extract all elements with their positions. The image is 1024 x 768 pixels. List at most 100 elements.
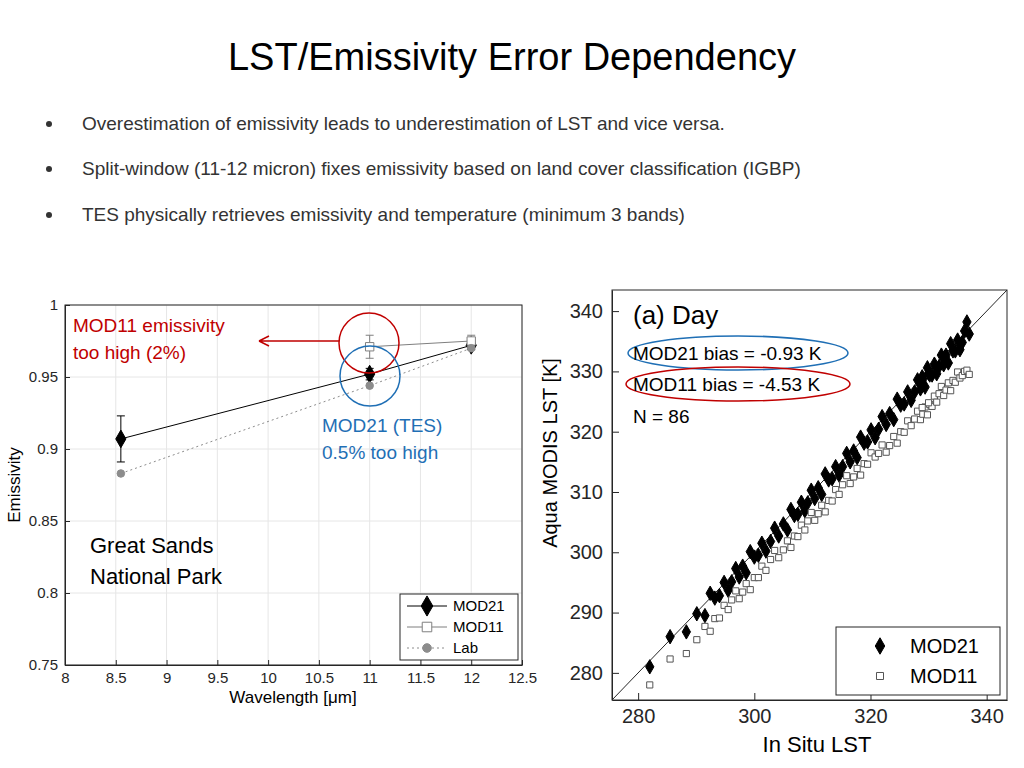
tick-label: 0.9 xyxy=(37,440,58,457)
marker xyxy=(805,518,811,524)
marker xyxy=(874,422,882,436)
marker xyxy=(948,388,954,394)
marker xyxy=(725,606,731,612)
tick-label: 9.5 xyxy=(207,669,228,686)
tick: 9.5 xyxy=(207,660,228,686)
marker xyxy=(891,433,897,439)
marker xyxy=(701,608,709,622)
marker xyxy=(763,567,769,573)
axis: 280290300310320330340 xyxy=(570,291,619,701)
series xyxy=(365,335,475,358)
marker xyxy=(733,588,739,594)
marker xyxy=(819,502,825,508)
tick: 10 xyxy=(260,660,277,686)
tick: 300 xyxy=(738,693,771,727)
marker xyxy=(918,370,926,384)
error-bar-cap xyxy=(366,335,374,336)
tick-label: 280 xyxy=(570,662,603,684)
marker xyxy=(795,534,801,540)
marker xyxy=(908,423,914,429)
tick: 320 xyxy=(570,421,619,443)
tick-mark xyxy=(420,660,421,665)
error-bar-cap xyxy=(117,461,125,462)
tick-mark xyxy=(268,660,269,665)
chart-title: (a) Day xyxy=(633,300,718,330)
error-bar-cap xyxy=(467,335,475,336)
marker xyxy=(966,371,972,377)
tick: 310 xyxy=(570,481,619,503)
bullet-dot xyxy=(46,121,52,127)
tick-mark xyxy=(65,665,70,666)
marker xyxy=(840,482,846,488)
error-bar-cap xyxy=(366,358,374,359)
tick: 320 xyxy=(854,693,887,727)
marker xyxy=(747,587,753,593)
one-to-one-line xyxy=(612,290,1007,700)
tick: 8.5 xyxy=(106,660,127,686)
annotation: MOD21 bias = -0.93 K xyxy=(633,343,822,364)
tick-label: 280 xyxy=(622,705,655,727)
plot-frame xyxy=(612,290,1007,700)
annotation: 0.5% too high xyxy=(322,442,438,463)
tick: 11.5 xyxy=(407,660,435,686)
marker xyxy=(683,650,689,656)
tick: 340 xyxy=(570,300,619,322)
marker xyxy=(829,498,835,504)
tick: 12.5 xyxy=(508,660,537,686)
grid-line xyxy=(65,521,522,522)
tick: 290 xyxy=(570,601,619,623)
tick-label: 0.95 xyxy=(29,368,58,385)
axis: 0.75 0.8 0.85 0.9 0.95 1 xyxy=(29,296,70,673)
tick: 0.9 xyxy=(37,440,70,457)
tick: 340 xyxy=(970,693,1003,727)
tick: 1 xyxy=(50,296,70,313)
marker xyxy=(646,660,654,674)
tick-label: 0.8 xyxy=(37,584,58,601)
slide: LST/Emissivity Error DependencyOverestim… xyxy=(0,0,1024,768)
annotation: too high (2%) xyxy=(73,342,186,363)
tick-mark xyxy=(638,693,639,700)
legend-marker xyxy=(875,638,884,654)
marker xyxy=(727,575,735,589)
legend-box xyxy=(400,594,518,660)
marker xyxy=(707,628,713,634)
tick: 11 xyxy=(362,660,378,686)
tick-mark xyxy=(167,660,168,665)
marker xyxy=(729,597,735,603)
marker xyxy=(647,682,653,688)
marks xyxy=(612,290,1007,700)
legend-marker xyxy=(421,596,433,616)
marker xyxy=(844,473,850,479)
axis-line xyxy=(613,700,1008,701)
tick-mark xyxy=(370,660,371,665)
legend-marker xyxy=(423,644,432,653)
tick: 0.75 xyxy=(29,656,70,673)
marker xyxy=(776,555,782,561)
marker xyxy=(743,581,749,587)
tick-label: 290 xyxy=(570,601,603,623)
legend-label: MOD11 xyxy=(453,618,504,635)
annotation: MOD21 (TES) xyxy=(322,415,442,436)
highlight-ellipse xyxy=(626,367,850,401)
tick: 0.85 xyxy=(29,512,70,529)
tick: 300 xyxy=(570,541,619,563)
tick-mark xyxy=(612,613,619,614)
tick-label: 9 xyxy=(163,669,171,686)
tick: 10.5 xyxy=(305,660,334,686)
tick-mark xyxy=(319,660,320,665)
axis: 88.599.51010.51111.51212.5 xyxy=(61,660,537,686)
bullet-text: Overestimation of emissivity leads to un… xyxy=(82,113,725,134)
grid-line xyxy=(65,593,522,594)
marker xyxy=(919,404,925,410)
tick-label: 340 xyxy=(570,300,603,322)
marker xyxy=(788,544,794,550)
tick-mark xyxy=(65,593,70,594)
marker xyxy=(693,607,701,621)
tick-label: 340 xyxy=(970,705,1003,727)
marker xyxy=(818,487,826,501)
x-axis-title: In Situ LST xyxy=(763,732,872,757)
tick: 280 xyxy=(622,693,655,727)
tick-label: 1 xyxy=(50,296,58,313)
marker xyxy=(901,429,907,435)
tick-mark xyxy=(612,552,619,553)
